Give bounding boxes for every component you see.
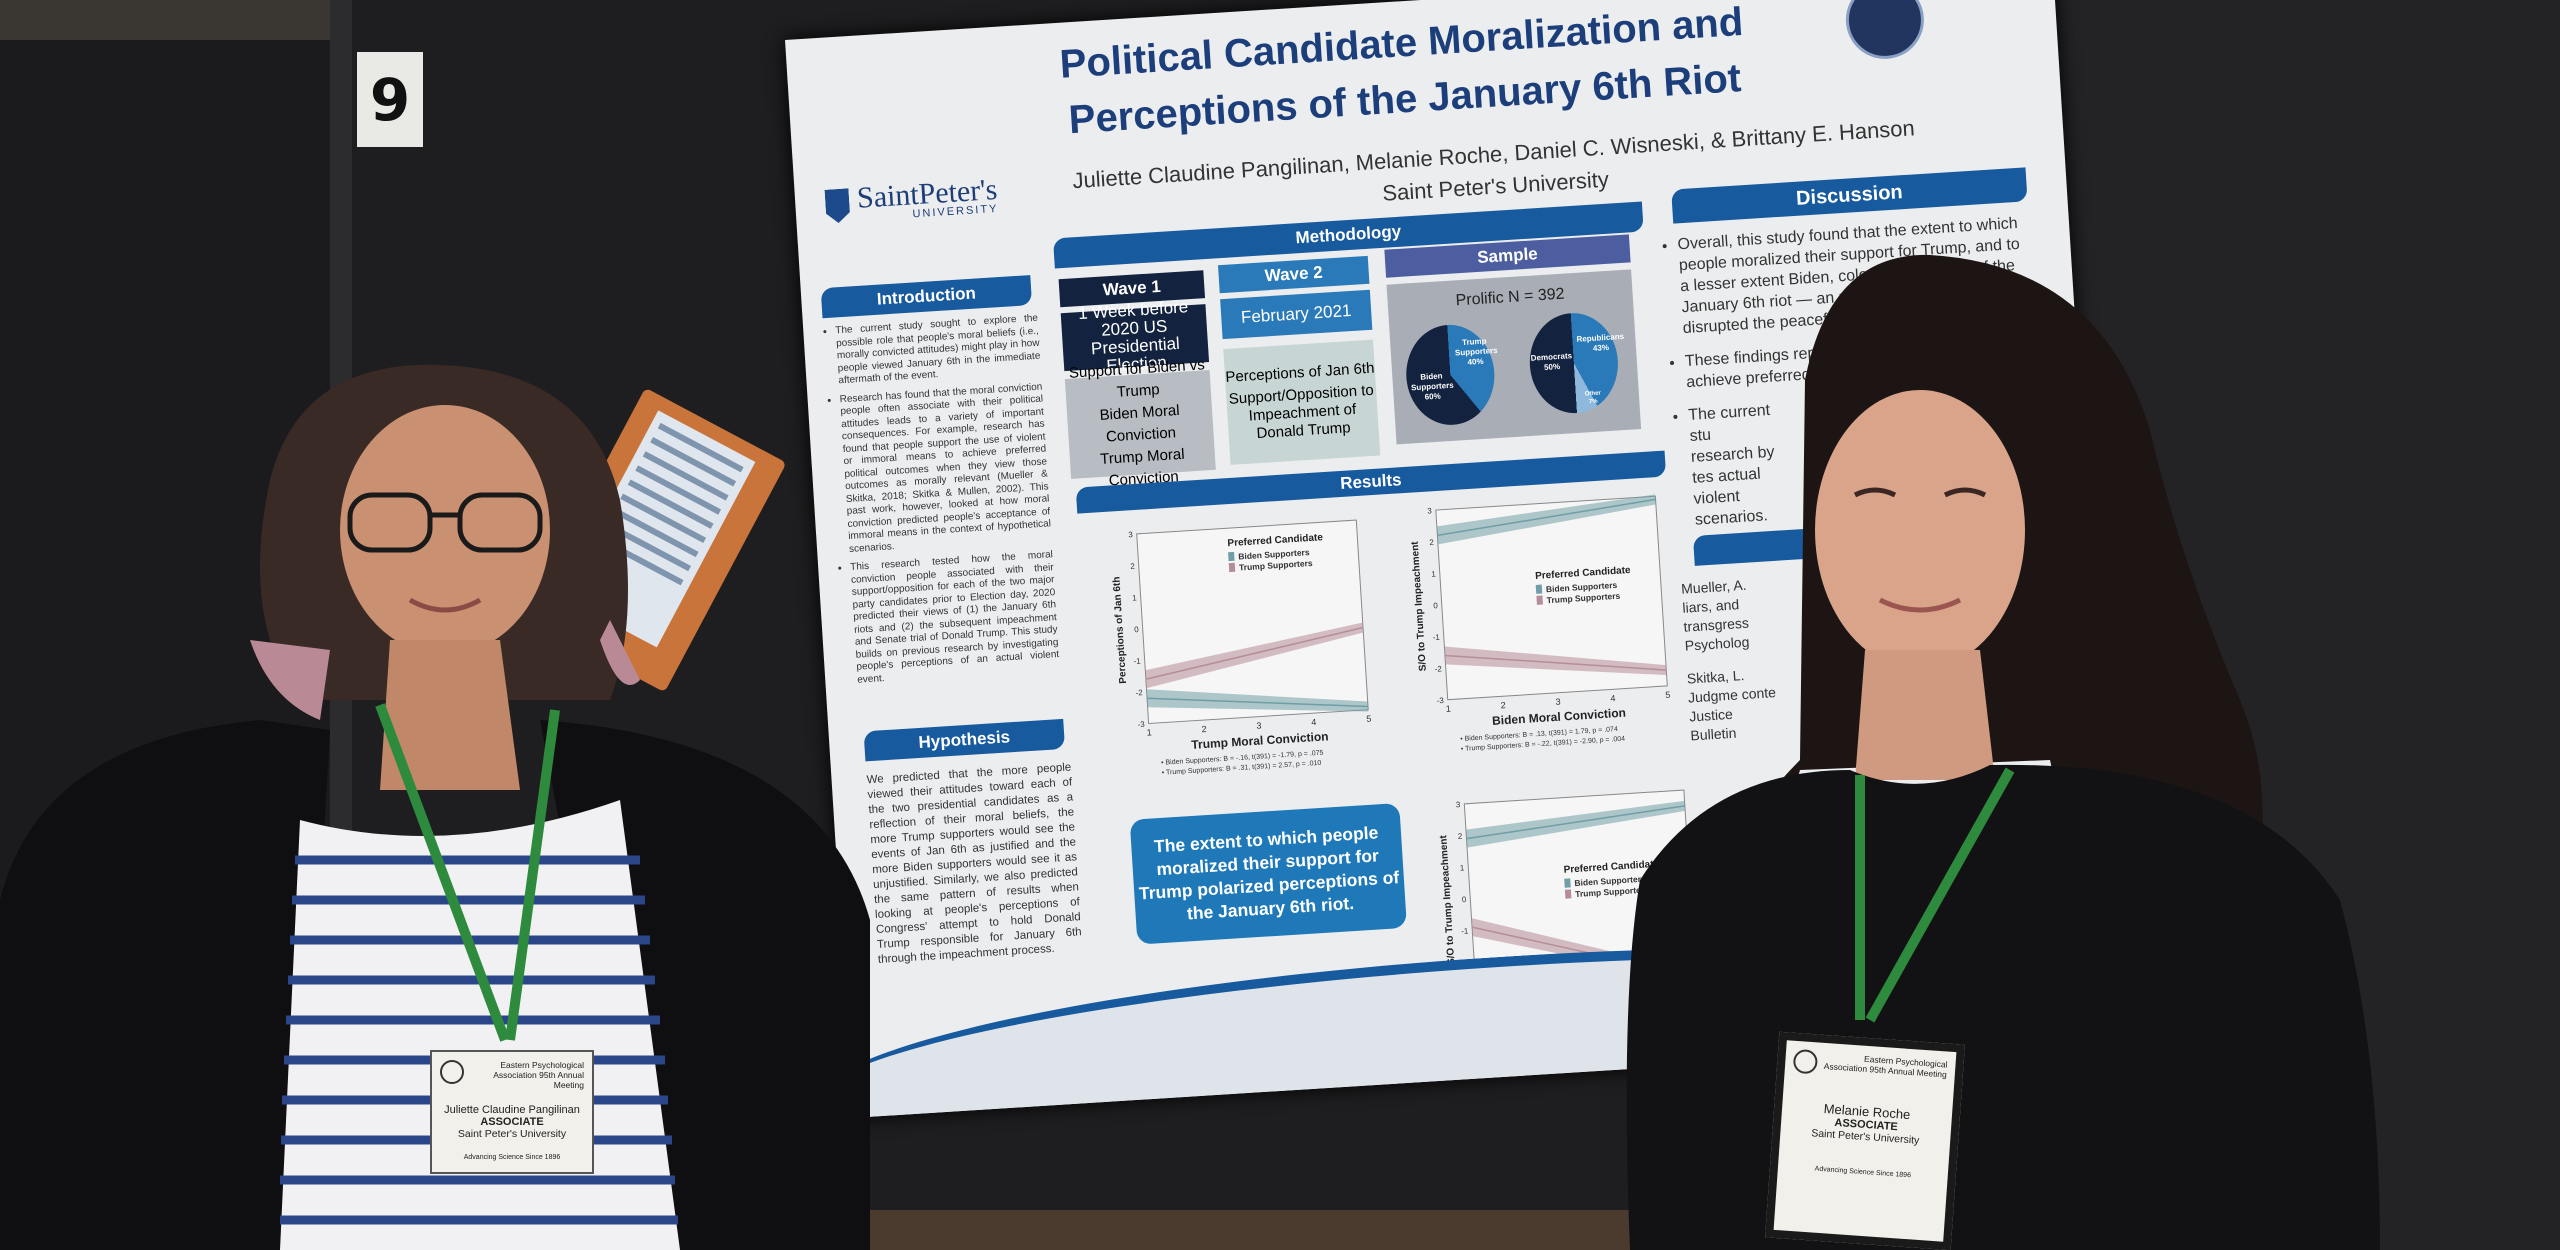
confidence-band <box>1145 622 1364 689</box>
confidence-band <box>1465 800 1686 848</box>
smile-left <box>408 597 482 613</box>
y-tick-label: -1 <box>1461 926 1469 935</box>
x-tick-label: 5 <box>1366 714 1372 724</box>
sweater-right <box>1626 764 2380 1250</box>
y-tick-label: -2 <box>1135 688 1143 697</box>
face-left <box>340 405 550 655</box>
results-chart-jan6-perceptions: 1 2 3 4 5 -3 -2 -1 0 1 2 3 Trump Moral Conviction Per… <box>1106 514 1391 785</box>
y-tick-label: 3 <box>1427 506 1433 515</box>
regression-line <box>1444 654 1667 671</box>
y-tick-label: 1 <box>1132 593 1138 602</box>
y-tick-label: 2 <box>1458 832 1464 841</box>
smile-right <box>1878 597 1962 613</box>
y-tick-label: 2 <box>1429 538 1435 547</box>
y-tick-label: -3 <box>1436 696 1444 705</box>
confidence-band <box>1146 689 1369 712</box>
legend-entry: Trump Supporters <box>1239 558 1313 573</box>
confidence-band <box>1436 494 1656 545</box>
legend-swatch <box>1564 878 1571 888</box>
x-tick-label: 2 <box>1201 724 1207 734</box>
regression-line <box>1437 498 1656 537</box>
research-poster: SaintPeter's UNIVERSITY Political Candida… <box>785 0 2121 1118</box>
x-tick-label: 1 <box>1445 704 1451 714</box>
badge-school: Saint Peter's University <box>457 1128 567 1140</box>
legend-entry: Trump Supporters <box>1575 884 1649 899</box>
y-tick-label: 1 <box>1460 863 1466 872</box>
regression-line <box>1466 805 1685 840</box>
x-tick-label: 3 <box>1256 720 1262 730</box>
neck-left <box>380 640 520 790</box>
x-tick-label: 5 <box>1665 690 1671 700</box>
y-tick-label: 2 <box>1130 562 1136 571</box>
association-logo-icon <box>440 1060 464 1084</box>
y-tick-label: 3 <box>1128 530 1134 539</box>
y-tick-label: -1 <box>1432 633 1440 642</box>
badge-name: Juliette Claudine Pangilinan <box>444 1104 580 1116</box>
person-right <box>1626 254 2380 1250</box>
plot-area <box>1435 495 1668 701</box>
face-right <box>1815 390 2025 670</box>
y-tick-label: 0 <box>1134 625 1140 634</box>
legend-entry: Biden Supporters <box>1546 580 1618 594</box>
floor <box>760 1210 1660 1250</box>
legend-swatch <box>1228 562 1236 573</box>
badge-tagline: Advancing Science Since 1896 <box>463 1154 561 1161</box>
y-tick-label: 3 <box>1456 800 1462 809</box>
y-tick-label: 0 <box>1433 601 1439 610</box>
lanyard-right <box>1855 767 2015 1023</box>
y-tick-label: -1 <box>1133 657 1141 666</box>
association-logo-icon <box>1792 1048 1819 1075</box>
y-tick-label: -2 <box>1434 664 1442 673</box>
legend-swatch <box>1564 889 1572 899</box>
legend-entry: Trump Supporters <box>1546 591 1620 606</box>
y-tick-label: 0 <box>1462 895 1468 904</box>
booth-number-sign: 9 <box>357 52 423 147</box>
legend-entry: Biden Supporters <box>1574 874 1646 888</box>
name-badge-left: Eastern Psychological Association 95th A… <box>430 1050 594 1174</box>
glasses-icon <box>347 492 543 553</box>
x-tick-label: 1 <box>1146 727 1152 737</box>
badge-tagline: Advancing Science Since 1896 <box>1814 1165 1912 1180</box>
name-badge-right: Eastern Psychological Association 95th A… <box>1765 1031 1965 1250</box>
x-tick-label: 2 <box>1500 700 1506 710</box>
legend-swatch <box>1535 584 1543 594</box>
y-tick-label: 1 <box>1431 569 1437 578</box>
x-tick-label: 4 <box>1311 717 1317 727</box>
eyes-right <box>1853 487 1987 498</box>
y-tick-label: -3 <box>1137 720 1145 729</box>
regression-line <box>1145 626 1364 680</box>
legend-swatch <box>1228 551 1235 562</box>
results-chart-impeachment-biden: 1 2 3 4 5 -3 -2 -1 0 1 2 3 Biden Moral Conviction S/O… <box>1406 490 1691 761</box>
badge-role: ASSOCIATE <box>480 1116 544 1128</box>
badge-org: Eastern Psychological Association 95th A… <box>493 1060 584 1090</box>
lanyard-left <box>375 703 560 1042</box>
x-tick-label: 3 <box>1555 697 1561 707</box>
legend-swatch <box>1536 595 1543 605</box>
x-tick-label: 4 <box>1610 693 1616 703</box>
confidence-band <box>1444 646 1667 676</box>
regression-line <box>1147 697 1369 708</box>
neck-right <box>1855 650 1995 780</box>
legend-entry: Biden Supporters <box>1238 547 1310 561</box>
